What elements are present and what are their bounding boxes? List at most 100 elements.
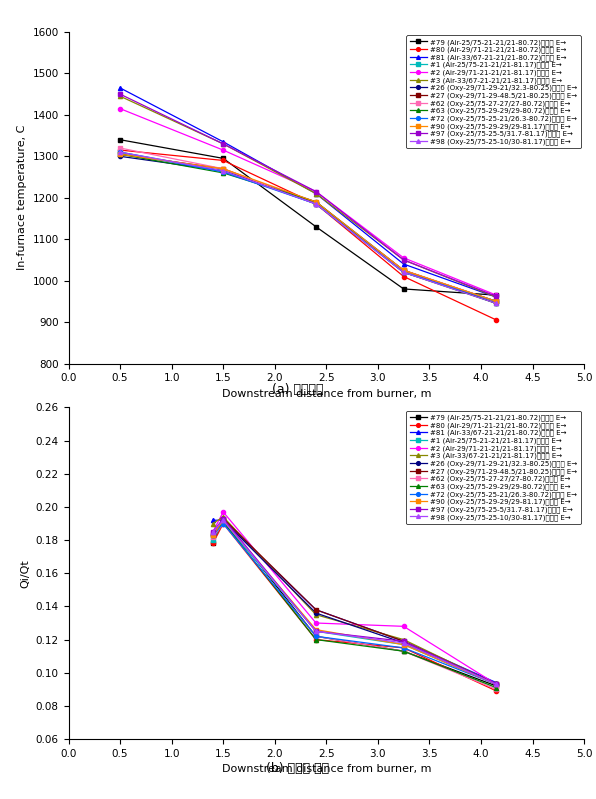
#1 (Air-25/75-21-21/21-81.17)ㄴㄷㅂ E→ — [493, 296, 500, 306]
Y-axis label: In-furnace temperature, C: In-furnace temperature, C — [17, 125, 27, 270]
#62 (Oxy-25/75-27-27/27-80.72)ㄴㄷㅂ E→ — [312, 631, 319, 641]
#79 (Air-25/75-21-21/21-80.72)ㄴㄷㅂ E→ — [493, 290, 500, 300]
#2 (Air-29/71-21-21/21-81.17)ㄴㄷㅂ E→ — [400, 622, 407, 631]
#3 (Air-33/67-21-21/21-81.17)ㄴㄷㅂ E→ — [400, 255, 407, 264]
#63 (Oxy-25/75-29-29/29-80.72)ㄴㄷㅂ E→ — [400, 268, 407, 277]
#79 (Air-25/75-21-21/21-80.72)ㄴㄷㅂ E→ — [117, 135, 124, 145]
#26 (Oxy-29/71-29-21/32.3-80.25)ㄴㄷㅂ E→ — [493, 680, 500, 690]
Line: #26 (Oxy-29/71-29-21/32.3-80.25)ㄴㄷㅂ E→: #26 (Oxy-29/71-29-21/32.3-80.25)ㄴㄷㅂ E→ — [118, 154, 498, 305]
#26 (Oxy-29/71-29-21/32.3-80.25)ㄴㄷㅂ E→ — [400, 265, 407, 275]
#97 (Oxy-25/75-25-5/31.7-81.17)ㄴㄷㅂ E→ — [312, 626, 319, 636]
#3 (Air-33/67-21-21/21-81.17)ㄴㄷㅂ E→ — [220, 139, 227, 149]
#27 (Oxy-29/71-29-48.5/21-80.25)ㄴㄷㅂ E→ — [117, 149, 124, 159]
#98 (Oxy-25/75-25-10/30-81.17)ㄴㄷㅂ E→ — [493, 299, 500, 308]
#81 (Air-33/67-21-21/21-80.72)ㄴㄷㅂ E→ — [400, 259, 407, 268]
Line: #79 (Air-25/75-21-21/21-80.72)ㄴㄷㅂ E→: #79 (Air-25/75-21-21/21-80.72)ㄴㄷㅂ E→ — [211, 516, 498, 688]
Line: #97 (Oxy-25/75-25-5/31.7-81.17)ㄴㄷㅂ E→: #97 (Oxy-25/75-25-5/31.7-81.17)ㄴㄷㅂ E→ — [118, 92, 498, 299]
#90 (Oxy-25/75-29-29/29-81.17)ㄴㄷㅂ E→ — [220, 515, 227, 525]
#1 (Air-25/75-21-21/21-81.17)ㄴㄷㅂ E→ — [493, 680, 500, 690]
Line: #90 (Oxy-25/75-29-29/29-81.17)ㄴㄷㅂ E→: #90 (Oxy-25/75-29-29/29-81.17)ㄴㄷㅂ E→ — [211, 518, 498, 686]
Line: #27 (Oxy-29/71-29-48.5/21-80.25)ㄴㄷㅂ E→: #27 (Oxy-29/71-29-48.5/21-80.25)ㄴㄷㅂ E→ — [211, 516, 498, 686]
#98 (Oxy-25/75-25-10/30-81.17)ㄴㄷㅂ E→ — [220, 515, 227, 525]
#2 (Air-29/71-21-21/21-81.17)ㄴㄷㅂ E→ — [493, 290, 500, 300]
#72 (Oxy-25/75-25-21/26.3-80.72)ㄴㄷㅂ E→ — [220, 167, 227, 177]
#27 (Oxy-29/71-29-48.5/21-80.25)ㄴㄷㅂ E→ — [312, 199, 319, 209]
#80 (Air-29/71-21-21/21-80.72)ㄴㄷㅂ E→ — [312, 199, 319, 209]
#26 (Oxy-29/71-29-21/32.3-80.25)ㄴㄷㅂ E→ — [220, 515, 227, 525]
#2 (Air-29/71-21-21/21-81.17)ㄴㄷㅂ E→ — [493, 680, 500, 690]
#2 (Air-29/71-21-21/21-81.17)ㄴㄷㅂ E→ — [312, 618, 319, 628]
#27 (Oxy-29/71-29-48.5/21-80.25)ㄴㄷㅂ E→ — [220, 514, 227, 523]
#80 (Air-29/71-21-21/21-80.72)ㄴㄷㅂ E→ — [493, 686, 500, 696]
X-axis label: Downstream distance from burner, m: Downstream distance from burner, m — [222, 765, 431, 774]
#79 (Air-25/75-21-21/21-80.72)ㄴㄷㅂ E→ — [220, 153, 227, 163]
#62 (Oxy-25/75-27-27/27-80.72)ㄴㄷㅂ E→ — [117, 143, 124, 153]
#97 (Oxy-25/75-25-5/31.7-81.17)ㄴㄷㅂ E→ — [493, 680, 500, 690]
#26 (Oxy-29/71-29-21/32.3-80.25)ㄴㄷㅂ E→ — [209, 531, 216, 540]
#81 (Air-33/67-21-21/21-80.72)ㄴㄷㅂ E→ — [493, 678, 500, 687]
#72 (Oxy-25/75-25-21/26.3-80.72)ㄴㄷㅂ E→ — [220, 519, 227, 528]
#80 (Air-29/71-21-21/21-80.72)ㄴㄷㅂ E→ — [117, 145, 124, 155]
#27 (Oxy-29/71-29-48.5/21-80.25)ㄴㄷㅂ E→ — [400, 265, 407, 275]
#81 (Air-33/67-21-21/21-80.72)ㄴㄷㅂ E→ — [312, 189, 319, 198]
#80 (Air-29/71-21-21/21-80.72)ㄴㄷㅂ E→ — [220, 156, 227, 165]
Line: #72 (Oxy-25/75-25-21/26.3-80.72)ㄴㄷㅂ E→: #72 (Oxy-25/75-25-21/26.3-80.72)ㄴㄷㅂ E→ — [211, 522, 498, 686]
#2 (Air-29/71-21-21/21-81.17)ㄴㄷㅂ E→ — [312, 187, 319, 197]
#62 (Oxy-25/75-27-27/27-80.72)ㄴㄷㅂ E→ — [209, 532, 216, 542]
#62 (Oxy-25/75-27-27/27-80.72)ㄴㄷㅂ E→ — [493, 296, 500, 306]
#3 (Air-33/67-21-21/21-81.17)ㄴㄷㅂ E→ — [493, 292, 500, 302]
#63 (Oxy-25/75-29-29/29-80.72)ㄴㄷㅂ E→ — [220, 517, 227, 527]
#80 (Air-29/71-21-21/21-80.72)ㄴㄷㅂ E→ — [400, 272, 407, 281]
#90 (Oxy-25/75-29-29/29-81.17)ㄴㄷㅂ E→ — [312, 625, 319, 634]
#98 (Oxy-25/75-25-10/30-81.17)ㄴㄷㅂ E→ — [312, 626, 319, 636]
#80 (Air-29/71-21-21/21-80.72)ㄴㄷㅂ E→ — [312, 634, 319, 644]
#98 (Oxy-25/75-25-10/30-81.17)ㄴㄷㅂ E→ — [220, 166, 227, 176]
#90 (Oxy-25/75-29-29/29-81.17)ㄴㄷㅂ E→ — [312, 197, 319, 207]
#27 (Oxy-29/71-29-48.5/21-80.25)ㄴㄷㅂ E→ — [220, 164, 227, 173]
#27 (Oxy-29/71-29-48.5/21-80.25)ㄴㄷㅂ E→ — [493, 680, 500, 690]
Line: #80 (Air-29/71-21-21/21-80.72)ㄴㄷㅂ E→: #80 (Air-29/71-21-21/21-80.72)ㄴㄷㅂ E→ — [211, 522, 498, 693]
#90 (Oxy-25/75-29-29/29-81.17)ㄴㄷㅂ E→ — [220, 164, 227, 173]
#63 (Oxy-25/75-29-29/29-80.72)ㄴㄷㅂ E→ — [493, 299, 500, 308]
#72 (Oxy-25/75-25-21/26.3-80.72)ㄴㄷㅂ E→ — [312, 199, 319, 209]
#79 (Air-25/75-21-21/21-80.72)ㄴㄷㅂ E→ — [209, 539, 216, 548]
#98 (Oxy-25/75-25-10/30-81.17)ㄴㄷㅂ E→ — [117, 147, 124, 157]
#72 (Oxy-25/75-25-21/26.3-80.72)ㄴㄷㅂ E→ — [312, 631, 319, 641]
#2 (Air-29/71-21-21/21-81.17)ㄴㄷㅂ E→ — [220, 145, 227, 155]
Line: #62 (Oxy-25/75-27-27/27-80.72)ㄴㄷㅂ E→: #62 (Oxy-25/75-27-27/27-80.72)ㄴㄷㅂ E→ — [118, 146, 498, 304]
#90 (Oxy-25/75-29-29/29-81.17)ㄴㄷㅂ E→ — [493, 680, 500, 690]
Line: #62 (Oxy-25/75-27-27/27-80.72)ㄴㄷㅂ E→: #62 (Oxy-25/75-27-27/27-80.72)ㄴㄷㅂ E→ — [211, 522, 498, 691]
Line: #98 (Oxy-25/75-25-10/30-81.17)ㄴㄷㅂ E→: #98 (Oxy-25/75-25-10/30-81.17)ㄴㄷㅂ E→ — [118, 150, 498, 305]
#3 (Air-33/67-21-21/21-81.17)ㄴㄷㅂ E→ — [400, 634, 407, 644]
Line: #3 (Air-33/67-21-21/21-81.17)ㄴㄷㅂ E→: #3 (Air-33/67-21-21/21-81.17)ㄴㄷㅂ E→ — [118, 94, 498, 300]
Text: (a) 온도분포: (a) 온도분포 — [272, 383, 324, 396]
Legend: #79 (Air-25/75-21-21/21-80.72)ㄴㄷㅂ E→, #80 (Air-29/71-21-21/21-80.72)ㄴㄷㅂ E→, #81 : #79 (Air-25/75-21-21/21-80.72)ㄴㄷㅂ E→, #8… — [406, 35, 581, 149]
#62 (Oxy-25/75-27-27/27-80.72)ㄴㄷㅂ E→ — [400, 265, 407, 275]
#27 (Oxy-29/71-29-48.5/21-80.25)ㄴㄷㅂ E→ — [312, 605, 319, 614]
#80 (Air-29/71-21-21/21-80.72)ㄴㄷㅂ E→ — [209, 539, 216, 548]
#62 (Oxy-25/75-27-27/27-80.72)ㄴㄷㅂ E→ — [220, 519, 227, 528]
Line: #72 (Oxy-25/75-25-21/26.3-80.72)ㄴㄷㅂ E→: #72 (Oxy-25/75-25-21/26.3-80.72)ㄴㄷㅂ E→ — [118, 150, 498, 304]
#63 (Oxy-25/75-29-29/29-80.72)ㄴㄷㅂ E→ — [220, 168, 227, 177]
#63 (Oxy-25/75-29-29/29-80.72)ㄴㄷㅂ E→ — [312, 197, 319, 207]
Line: #81 (Air-33/67-21-21/21-80.72)ㄴㄷㅂ E→: #81 (Air-33/67-21-21/21-80.72)ㄴㄷㅂ E→ — [211, 518, 498, 685]
#2 (Air-29/71-21-21/21-81.17)ㄴㄷㅂ E→ — [400, 253, 407, 263]
#80 (Air-29/71-21-21/21-80.72)ㄴㄷㅂ E→ — [220, 519, 227, 528]
Line: #81 (Air-33/67-21-21/21-80.72)ㄴㄷㅂ E→: #81 (Air-33/67-21-21/21-80.72)ㄴㄷㅂ E→ — [118, 85, 498, 300]
#98 (Oxy-25/75-25-10/30-81.17)ㄴㄷㅂ E→ — [312, 199, 319, 209]
#27 (Oxy-29/71-29-48.5/21-80.25)ㄴㄷㅂ E→ — [493, 296, 500, 306]
#26 (Oxy-29/71-29-21/32.3-80.25)ㄴㄷㅂ E→ — [312, 608, 319, 618]
#80 (Air-29/71-21-21/21-80.72)ㄴㄷㅂ E→ — [400, 643, 407, 653]
#3 (Air-33/67-21-21/21-81.17)ㄴㄷㅂ E→ — [220, 512, 227, 522]
#1 (Air-25/75-21-21/21-81.17)ㄴㄷㅂ E→ — [209, 535, 216, 545]
#90 (Oxy-25/75-29-29/29-81.17)ㄴㄷㅂ E→ — [493, 296, 500, 306]
#90 (Oxy-25/75-29-29/29-81.17)ㄴㄷㅂ E→ — [209, 531, 216, 540]
#81 (Air-33/67-21-21/21-80.72)ㄴㄷㅂ E→ — [493, 292, 500, 302]
#63 (Oxy-25/75-29-29/29-80.72)ㄴㄷㅂ E→ — [312, 634, 319, 644]
#2 (Air-29/71-21-21/21-81.17)ㄴㄷㅂ E→ — [220, 507, 227, 517]
#72 (Oxy-25/75-25-21/26.3-80.72)ㄴㄷㅂ E→ — [400, 268, 407, 277]
#1 (Air-25/75-21-21/21-81.17)ㄴㄷㅂ E→ — [117, 147, 124, 157]
#81 (Air-33/67-21-21/21-80.72)ㄴㄷㅂ E→ — [117, 83, 124, 93]
#26 (Oxy-29/71-29-21/32.3-80.25)ㄴㄷㅂ E→ — [220, 166, 227, 176]
#81 (Air-33/67-21-21/21-80.72)ㄴㄷㅂ E→ — [312, 605, 319, 614]
